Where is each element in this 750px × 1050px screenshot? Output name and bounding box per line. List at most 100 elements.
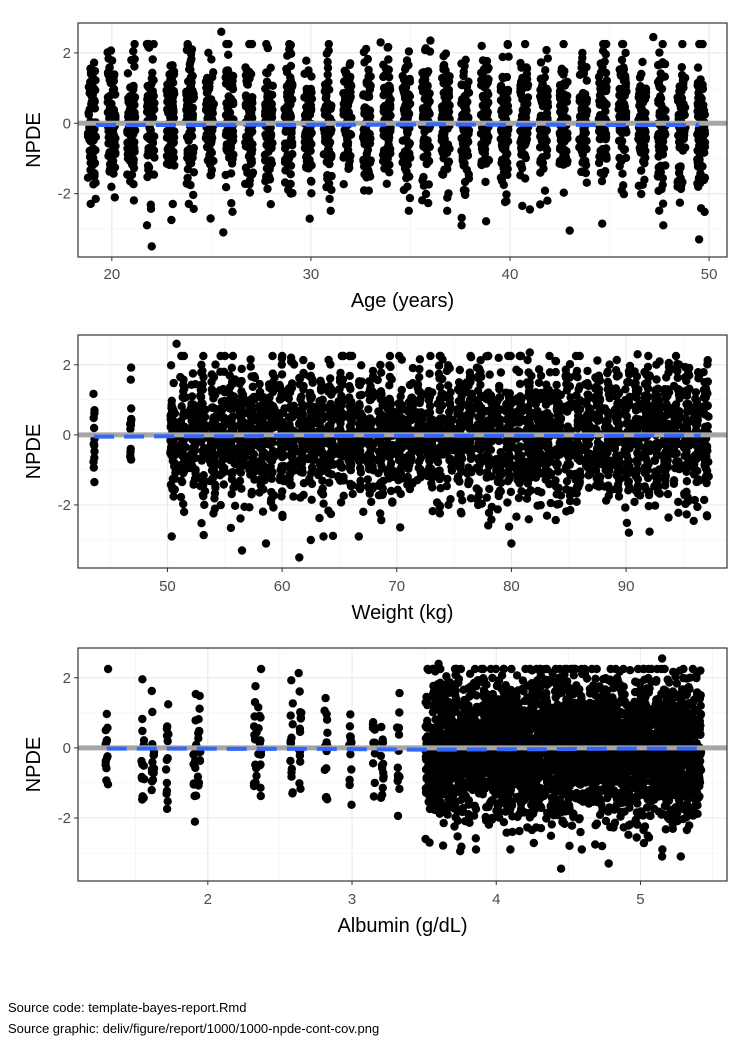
data-point [149, 170, 159, 179]
data-point [552, 420, 562, 430]
data-point [562, 158, 572, 168]
data-point [404, 480, 413, 489]
data-point [163, 96, 173, 105]
data-point [640, 95, 650, 104]
data-point [307, 463, 317, 472]
data-point [381, 108, 390, 118]
data-point [542, 421, 551, 431]
data-point [405, 193, 415, 203]
data-point [658, 199, 668, 208]
data-point [482, 493, 491, 502]
data-point [264, 101, 273, 110]
data-point [573, 454, 582, 463]
data-point [284, 185, 293, 195]
data-point [556, 86, 565, 95]
data-point [474, 491, 483, 500]
data-point [487, 472, 496, 481]
data-point [472, 363, 482, 372]
data-point [653, 172, 663, 181]
data-point [541, 66, 550, 75]
data-point [514, 367, 524, 377]
data-point [504, 397, 513, 407]
data-point [504, 125, 513, 134]
data-point [327, 470, 336, 479]
data-point [177, 477, 187, 487]
data-point [374, 469, 383, 478]
data-point [204, 48, 213, 57]
data-point [457, 221, 466, 230]
data-point [465, 477, 474, 486]
data-point [223, 66, 233, 75]
data-point [513, 444, 523, 454]
data-point [169, 492, 178, 501]
data-point [165, 88, 175, 98]
data-point [296, 465, 306, 474]
data-point [143, 161, 153, 170]
data-point [551, 482, 561, 491]
data-point [538, 153, 547, 162]
data-point [524, 368, 533, 377]
data-point [619, 190, 629, 199]
data-point [89, 101, 98, 110]
data-point [443, 206, 452, 215]
data-point [262, 131, 271, 140]
data-point [574, 404, 583, 414]
data-point [363, 92, 372, 102]
data-point [395, 398, 405, 408]
data-point [562, 441, 572, 450]
data-point [242, 132, 251, 141]
data-point [420, 134, 429, 143]
data-point [444, 381, 453, 390]
data-point [287, 133, 296, 142]
data-point [366, 156, 375, 165]
data-point [143, 172, 152, 182]
data-point [477, 499, 486, 508]
y-axis-title: NPDE [23, 112, 45, 168]
data-point [483, 78, 492, 87]
data-point [297, 458, 307, 467]
data-point [546, 498, 555, 508]
data-point [286, 100, 295, 109]
data-point [264, 143, 273, 152]
data-point [512, 416, 521, 426]
data-point [196, 393, 206, 402]
data-point [186, 405, 195, 414]
data-point [105, 91, 115, 101]
data-point [472, 401, 481, 410]
data-point [699, 128, 708, 137]
data-point [208, 466, 218, 476]
data-point [408, 363, 418, 373]
data-point [515, 479, 524, 488]
data-point [531, 399, 540, 409]
data-point [205, 422, 215, 431]
data-point [597, 113, 606, 123]
data-point [344, 439, 353, 448]
data-point [186, 75, 195, 84]
data-point [676, 163, 685, 173]
data-point [366, 172, 375, 181]
data-point [639, 108, 649, 117]
data-point [506, 487, 516, 497]
data-point [619, 145, 629, 155]
data-point [552, 380, 561, 390]
data-point [579, 128, 589, 138]
data-point [425, 408, 435, 417]
data-point [457, 80, 466, 89]
data-point [289, 492, 298, 501]
data-point [401, 63, 410, 72]
data-point [348, 489, 357, 499]
data-point [365, 139, 375, 148]
data-point [654, 152, 663, 161]
data-point [266, 200, 275, 209]
data-point [458, 496, 467, 505]
data-point [227, 199, 236, 208]
data-point [345, 371, 354, 381]
data-point [287, 437, 296, 447]
data-point [364, 451, 374, 460]
data-point [556, 491, 566, 500]
data-point [522, 405, 531, 415]
data-point [517, 487, 526, 496]
data-point [657, 84, 667, 94]
data-point [447, 466, 457, 475]
